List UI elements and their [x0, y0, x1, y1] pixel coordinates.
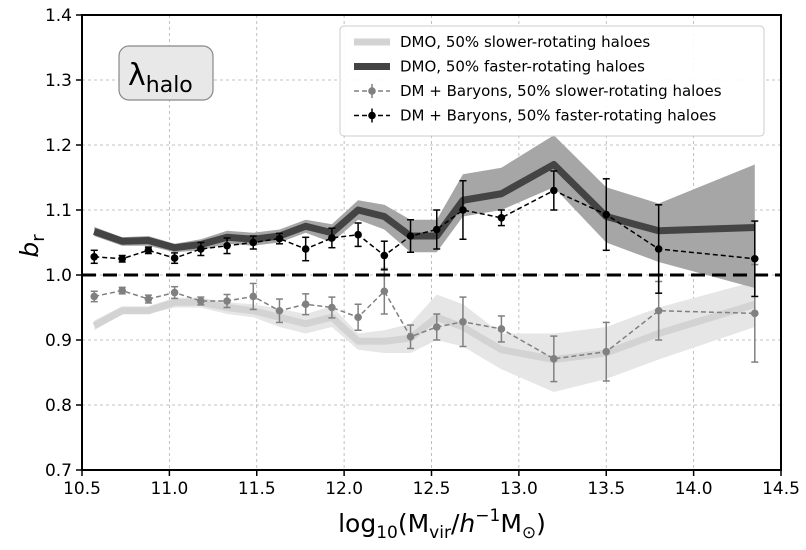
x-axis-title-m2: M [500, 509, 522, 538]
data-point [459, 318, 467, 326]
legend-swatch-marker [368, 87, 376, 95]
y-axis-title: br [15, 234, 49, 258]
y-tick-label: 1.4 [45, 6, 72, 26]
data-point [197, 297, 205, 305]
data-point [301, 300, 310, 309]
data-point [249, 292, 258, 301]
data-point [380, 251, 389, 260]
tick-labels: 10.5 11.0 11.5 12.0 12.5 13.0 13.5 14.0 14.5 0.7 0… [45, 6, 800, 499]
plot-frame [81, 14, 782, 471]
data-point [550, 186, 558, 195]
data-point [654, 245, 663, 253]
y-axis-title-sub: r [28, 234, 49, 242]
data-point [550, 355, 558, 363]
data-point [170, 288, 179, 297]
data-point [459, 206, 467, 214]
x-axis-title-base: log [338, 509, 376, 538]
x-tick-label: 10.5 [63, 479, 101, 499]
legend: DMO, 50% slower-rotating haloes DMO, 50% … [339, 25, 765, 137]
x-axis-title-h: h [459, 509, 475, 538]
y-tick-label: 1.1 [45, 201, 72, 221]
data-point [90, 252, 99, 261]
data-point [380, 287, 389, 296]
y-tick-label: 1.2 [45, 136, 72, 156]
lambda-badge-sub: halo [146, 73, 193, 98]
y-tick-label: 1.0 [45, 266, 72, 286]
legend-swatch-marker [368, 111, 376, 120]
x-axis-title-sun: ⊙ [522, 523, 536, 543]
x-tick-label: 13.5 [587, 479, 625, 499]
legend-label: DM + Baryons, 50% faster-rotating haloes [400, 107, 716, 125]
data-point [90, 292, 99, 301]
data-point [432, 323, 441, 331]
lambda-badge-text: λhalo [128, 58, 193, 98]
data-point [170, 254, 179, 262]
x-axis-title-slash: / [451, 509, 460, 538]
legend-box [339, 25, 765, 137]
x-axis-title-close: ) [536, 509, 546, 538]
data-point [750, 309, 759, 318]
series-line [93, 161, 755, 252]
x-axis-title: log10(Mvir/h−1M⊙) [338, 506, 546, 543]
data-point [406, 232, 415, 240]
data-point [275, 234, 284, 243]
data-point [223, 241, 231, 250]
series-line [94, 189, 755, 260]
legend-label: DMO, 50% slower-rotating haloes [400, 33, 650, 51]
y-tick-label: 1.3 [45, 71, 72, 91]
lambda-badge: λhalo [118, 45, 214, 101]
data-point [328, 234, 336, 242]
x-tick-label: 12.0 [325, 479, 363, 499]
data-point [602, 347, 611, 356]
data-point [406, 332, 415, 341]
x-tick-label: 11.0 [150, 479, 188, 499]
data-point [354, 230, 362, 239]
data-point [144, 246, 153, 255]
series-line [94, 289, 755, 360]
data-point [249, 238, 258, 247]
data-point [144, 295, 153, 303]
data-point [223, 297, 231, 305]
axes [76, 14, 782, 476]
series-line [92, 298, 756, 363]
y-axis-title-main: b [15, 242, 44, 258]
x-axis-title-open: (M [398, 509, 429, 538]
legend-label: DMO, 50% faster-rotating haloes [400, 58, 645, 76]
data-point [118, 286, 126, 295]
x-axis-title-m-sub: vir [429, 523, 451, 543]
y-tick-label: 0.7 [45, 461, 72, 481]
data-point [497, 325, 506, 333]
data-point [118, 254, 126, 263]
data-point [354, 313, 362, 322]
data-point [654, 306, 663, 315]
data-point [197, 245, 205, 253]
x-axis-title-exp: −1 [475, 506, 500, 526]
x-tick-label: 11.5 [238, 479, 276, 499]
data-point [432, 225, 441, 234]
y-tick-label: 0.8 [45, 396, 72, 416]
legend-label: DM + Baryons, 50% slower-rotating haloes [400, 82, 722, 100]
x-axis-title-base-sub: 10 [376, 523, 398, 543]
data-point [275, 306, 284, 315]
x-tick-label: 14.0 [675, 479, 713, 499]
series-band [94, 135, 755, 288]
x-tick-label: 13.0 [500, 479, 538, 499]
x-tick-label: 14.5 [762, 479, 800, 499]
x-tick-label: 12.5 [413, 479, 451, 499]
data-point [328, 303, 336, 312]
lambda-badge-box [118, 45, 214, 101]
data-point [497, 214, 506, 222]
data-point [602, 210, 611, 219]
y-tick-label: 0.9 [45, 331, 72, 351]
series-layer [90, 135, 759, 392]
data-point [750, 254, 759, 263]
lambda-badge-main: λ [128, 58, 146, 93]
data-point [301, 245, 310, 253]
